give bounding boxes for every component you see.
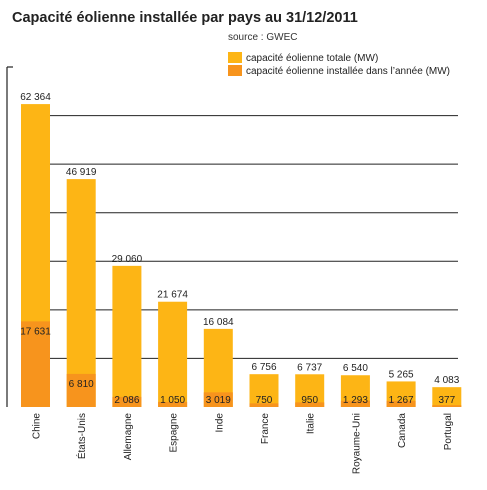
category-tick: États-Unis [75, 413, 88, 459]
category-tick: Italie [306, 413, 317, 435]
legend: capacité éolienne totale (MW) capacité é… [228, 52, 450, 77]
legend-label-total: capacité éolienne totale (MW) [246, 53, 378, 64]
category-tick: France [260, 413, 271, 445]
category-tick: Royaume-Uni [351, 413, 362, 474]
bar-annual [66, 373, 96, 407]
bar-annual [112, 396, 142, 407]
bar-total [249, 374, 279, 407]
legend-label-annual: capacité éolienne installée dans l’année… [246, 66, 450, 77]
bar-annual [249, 403, 279, 407]
label-total: 29 060 [112, 254, 143, 265]
bar-total [295, 374, 325, 407]
bar-annual [295, 402, 325, 407]
category-tick: Chine [32, 413, 43, 440]
label-total: 62 364 [20, 92, 51, 103]
label-total: 21 674 [157, 290, 188, 301]
bar-total [158, 301, 188, 407]
label-annual: 1 050 [160, 395, 185, 406]
label-annual: 1 267 [389, 395, 414, 406]
chart-source: source : GWEC [228, 32, 297, 43]
bar-annual [386, 400, 416, 407]
bar-annual [340, 400, 370, 407]
legend-swatch-total [228, 52, 242, 63]
bar-annual [158, 401, 188, 407]
label-total: 6 737 [297, 362, 322, 373]
label-total: 6 756 [251, 362, 276, 373]
chart-title: Capacité éolienne installée par pays au … [12, 10, 358, 26]
bar-total [112, 265, 142, 407]
label-annual: 2 086 [114, 395, 139, 406]
label-total: 6 540 [343, 363, 368, 374]
gridlines [40, 115, 458, 359]
label-annual: 750 [256, 395, 273, 406]
category-tick: Allemagne [123, 413, 134, 461]
label-total: 46 919 [66, 167, 97, 178]
label-annual: 3 019 [206, 395, 231, 406]
label-annual: 6 810 [69, 379, 94, 390]
category-tick: Canada [397, 413, 408, 448]
category-tick: Portugal [443, 413, 454, 450]
bar-annual [432, 405, 462, 407]
label-annual: 17 631 [20, 326, 51, 337]
bar-annual [21, 321, 50, 407]
category-ticks: Chine États-Unis Allemagne Espagne Inde Franc… [32, 413, 454, 475]
label-annual: 950 [301, 395, 318, 406]
label-annual: 377 [438, 395, 455, 406]
bars [21, 104, 462, 407]
bar-total [66, 179, 96, 407]
label-total: 4 083 [434, 375, 459, 386]
label-total: 5 265 [389, 369, 414, 380]
bar-annual [203, 392, 233, 407]
label-annual: 1 293 [343, 395, 368, 406]
category-tick: Espagne [169, 413, 180, 453]
value-labels: 62 364 17 631 46 919 6 810 29 060 2 086 21 674… [20, 92, 460, 406]
bar-total [432, 387, 462, 407]
category-tick: Inde [214, 413, 225, 433]
label-total: 16 084 [203, 317, 234, 328]
legend-swatch-annual [228, 65, 242, 76]
